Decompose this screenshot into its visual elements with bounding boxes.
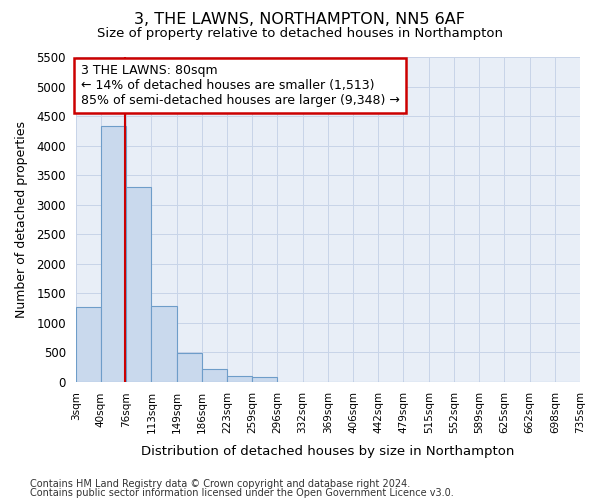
Bar	[176, 352, 202, 382]
Bar	[101, 126, 126, 382]
Y-axis label: Number of detached properties: Number of detached properties	[15, 121, 28, 318]
Bar	[76, 308, 101, 382]
X-axis label: Distribution of detached houses by size in Northampton: Distribution of detached houses by size …	[141, 444, 515, 458]
Bar	[151, 306, 176, 382]
Text: Size of property relative to detached houses in Northampton: Size of property relative to detached ho…	[97, 28, 503, 40]
Bar	[126, 187, 151, 382]
Text: 3, THE LAWNS, NORTHAMPTON, NN5 6AF: 3, THE LAWNS, NORTHAMPTON, NN5 6AF	[134, 12, 466, 28]
Text: 3 THE LAWNS: 80sqm
← 14% of detached houses are smaller (1,513)
85% of semi-deta: 3 THE LAWNS: 80sqm ← 14% of detached hou…	[81, 64, 400, 107]
Bar	[227, 376, 252, 382]
Text: Contains HM Land Registry data © Crown copyright and database right 2024.: Contains HM Land Registry data © Crown c…	[30, 479, 410, 489]
Bar	[202, 369, 227, 382]
Bar	[252, 377, 277, 382]
Text: Contains public sector information licensed under the Open Government Licence v3: Contains public sector information licen…	[30, 488, 454, 498]
